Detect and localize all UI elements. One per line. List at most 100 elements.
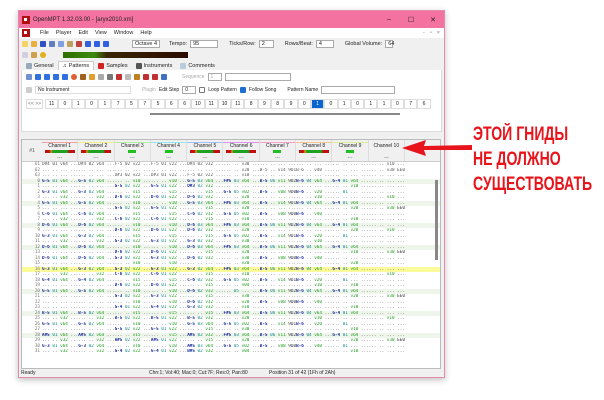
pattern-cell[interactable]: ... .. v10 ...: [115, 300, 151, 306]
pattern-cell[interactable]: G-4 01 v64 ...: [332, 201, 368, 207]
help-icon[interactable]: [40, 51, 46, 58]
cut-icon[interactable]: [49, 40, 55, 47]
pattern-cell[interactable]: ... .. v15 ...: [115, 234, 151, 240]
order-item[interactable]: 6: [177, 99, 192, 109]
pattern-cell[interactable]: D-6 02 v22 ...: [115, 283, 151, 289]
pattern-cell[interactable]: ... .. ... ...: [78, 206, 114, 212]
pattern-cell[interactable]: G-4 01 v64 ...: [332, 223, 368, 229]
order-item[interactable]: 1: [337, 99, 351, 109]
pattern-row[interactable]: 6 C-6 01 v64 ... C-6 02 v64 ...... .. v15 …: [22, 212, 440, 218]
pattern-cell[interactable]: ... .. v10 ...: [151, 261, 187, 267]
instrument-select[interactable]: No Instrument: [35, 86, 131, 94]
pattern-cell[interactable]: ... .. v10 ...: [223, 305, 259, 311]
pattern-cell[interactable]: B-6 .. v40 ...: [296, 300, 332, 306]
tab-patterns[interactable]: ♫ Patterns: [57, 61, 95, 70]
pattern-cell[interactable]: G-3 02 v64 ...: [187, 267, 223, 273]
pattern-cell[interactable]: ... .. v15 ...: [187, 206, 223, 212]
pattern-cell[interactable]: ... .. ... ...: [42, 228, 78, 234]
pattern-cell[interactable]: A#5 02 v32 ...: [187, 333, 223, 339]
pattern-cell[interactable]: ... .. ... ...: [78, 184, 114, 190]
pattern-cell[interactable]: G-5 02 v64 ...: [78, 289, 114, 295]
pattern-cell[interactable]: ... 01 ... ...: [332, 344, 368, 350]
edit-step-input[interactable]: 0: [182, 86, 197, 94]
pattern-cell[interactable]: ... .. ... ...: [260, 173, 296, 179]
pattern-cell[interactable]: ... .. ... ...: [187, 168, 223, 174]
pattern-cell[interactable]: ... .. v32 ...: [78, 272, 114, 278]
order-item[interactable]: 0: [324, 99, 338, 109]
pattern-cell[interactable]: ... .. ... ...: [369, 223, 405, 229]
pattern-cell[interactable]: ... .. ... ...: [369, 305, 405, 311]
pattern-cell[interactable]: ... .. ... ...: [332, 300, 368, 306]
pattern-cell[interactable]: B-5 .. v08 9D0: [260, 344, 296, 350]
pattern-cell[interactable]: ... .. v10 ...: [332, 283, 368, 289]
pattern-cell[interactable]: G-5 02 v22 ...: [115, 184, 151, 190]
pattern-cell[interactable]: B-6 04 v64 ...: [296, 245, 332, 251]
pattern-cell[interactable]: D#3 01 v22 ...: [151, 173, 187, 179]
menu-file[interactable]: File: [40, 30, 49, 36]
pattern-cell[interactable]: ... .. ... ...: [42, 305, 78, 311]
pattern-cell[interactable]: C-6 02 v22 ...: [115, 272, 151, 278]
pattern-cell[interactable]: G-4 01 v64 ...: [332, 333, 368, 339]
pattern-cell[interactable]: ... .. ... ...: [187, 261, 223, 267]
channel-header[interactable]: Channel 10 ---: [368, 140, 405, 161]
play-pattern-icon[interactable]: [35, 73, 41, 80]
pattern-cell[interactable]: G-4 01 v22 ...: [151, 349, 187, 355]
rows-beat-input[interactable]: 4: [315, 39, 334, 48]
pattern-row[interactable]: 8 D-6 01 v64 ... D-6 02 v64 ...... .. v10 …: [22, 222, 440, 229]
pattern-cell[interactable]: G-5 02 v64 ...: [78, 179, 114, 185]
channel-header[interactable]: Channel 2 ---: [78, 140, 115, 161]
pattern-cell[interactable]: G-3 02 v22 ...: [115, 239, 151, 245]
pattern-cell[interactable]: ... .. ... ...: [332, 272, 368, 278]
pattern-cell[interactable]: ... .. ... ...: [78, 294, 114, 300]
pattern-row[interactable]: 9... .. ... ...... .. ... ... D-6 02 v22 …: [22, 228, 440, 234]
pattern-cell[interactable]: ... .. ... ...: [369, 212, 405, 218]
pattern-cell[interactable]: ... 01 ... ...: [332, 234, 368, 240]
pattern-cell[interactable]: ... .. v10 ...: [369, 162, 405, 168]
pattern-cell[interactable]: ... .. v10 ...: [332, 305, 368, 311]
pattern-cell[interactable]: ... .. v04 ...: [223, 349, 259, 355]
pattern-cell[interactable]: F#5 03 v64 ...: [223, 245, 259, 251]
order-item[interactable]: 11: [204, 99, 218, 109]
pattern-cell[interactable]: ... .. ... ...: [260, 283, 296, 289]
pattern-cell[interactable]: ... .. ... ...: [369, 327, 405, 333]
pattern-cell[interactable]: ... .. v15 ...: [187, 283, 223, 289]
pattern-row[interactable]: 13... .. ... ...... .. ... ... D-6 02 v22…: [22, 250, 440, 256]
pattern-cell[interactable]: ... .. v30 ...: [223, 162, 259, 168]
pattern-cell[interactable]: F-5 01 v22 ...: [151, 162, 187, 168]
pattern-cell[interactable]: G-5 02 v22 ...: [115, 206, 151, 212]
play-icon[interactable]: [103, 40, 109, 47]
pattern-cell[interactable]: G-3 02 v64 ...: [78, 234, 114, 240]
order-item[interactable]: 6: [164, 99, 178, 109]
channel-header[interactable]: Channel 1 ---: [42, 140, 79, 161]
tab-instruments[interactable]: Instruments: [132, 61, 177, 70]
pattern-cell[interactable]: ... .. v10 ...: [296, 316, 332, 322]
pattern-cell[interactable]: B-5 02 v64 ...: [78, 311, 114, 317]
pattern-row[interactable]: 31... .. v32 ...... .. v32 ... G-4 02 v22…: [22, 349, 440, 355]
pattern-cell[interactable]: ... .. v15 ...: [187, 190, 223, 196]
pattern-cell[interactable]: G-4 01 v64 ...: [332, 289, 368, 295]
pattern-cell[interactable]: ... .. ... ...: [332, 168, 368, 174]
pattern-cell[interactable]: B-5 06 v11 9D2: [260, 311, 296, 317]
pattern-row[interactable]: 11... .. v32 ...... .. v32 ... G-3 02 v22…: [22, 239, 440, 245]
pattern-cell[interactable]: D-6 02 v32 ...: [187, 256, 223, 262]
pattern-cell[interactable]: ... .. ... ...: [260, 294, 296, 300]
pattern-cell[interactable]: ... .. ... ...: [260, 349, 296, 355]
pattern-cell[interactable]: ... .. v32 ...: [78, 316, 114, 322]
pattern-cell[interactable]: ... .. ... ...: [332, 212, 368, 218]
pattern-cell[interactable]: G-4 01 v64 ...: [332, 267, 368, 273]
pattern-cell[interactable]: B-6 .. v40 ...: [296, 344, 332, 350]
pattern-cell[interactable]: G-3 01 v64 ...: [42, 344, 78, 350]
pattern-row[interactable]: 17... .. v32 ...... .. v32 ... C-6 02 v22…: [22, 272, 440, 278]
pattern-cell[interactable]: ... .. v20 ...: [223, 338, 259, 344]
order-nav-buttons[interactable]: << >>: [26, 99, 43, 109]
pattern-cell[interactable]: F#5 03 v64 ...: [223, 267, 259, 273]
pattern-cell[interactable]: ... .. v32 ...: [42, 316, 78, 322]
pattern-cell[interactable]: ... .. ... ...: [369, 349, 405, 355]
pattern-cell[interactable]: ... .. ... ...: [42, 173, 78, 179]
pattern-cell[interactable]: B-6 04 v64 ...: [296, 201, 332, 207]
pattern-cell[interactable]: A#5 01 v22 ...: [151, 338, 187, 344]
pattern-row[interactable]: 4 G-5 01 v64 ... G-5 02 v64 ...... .. v10 …: [22, 200, 440, 207]
pattern-row[interactable]: 22... .. ... ...... .. ... ...... .. v10…: [22, 300, 440, 306]
pattern-cell[interactable]: B-5 06 v11 9D2: [260, 223, 296, 229]
order-item[interactable]: 0: [350, 99, 365, 109]
